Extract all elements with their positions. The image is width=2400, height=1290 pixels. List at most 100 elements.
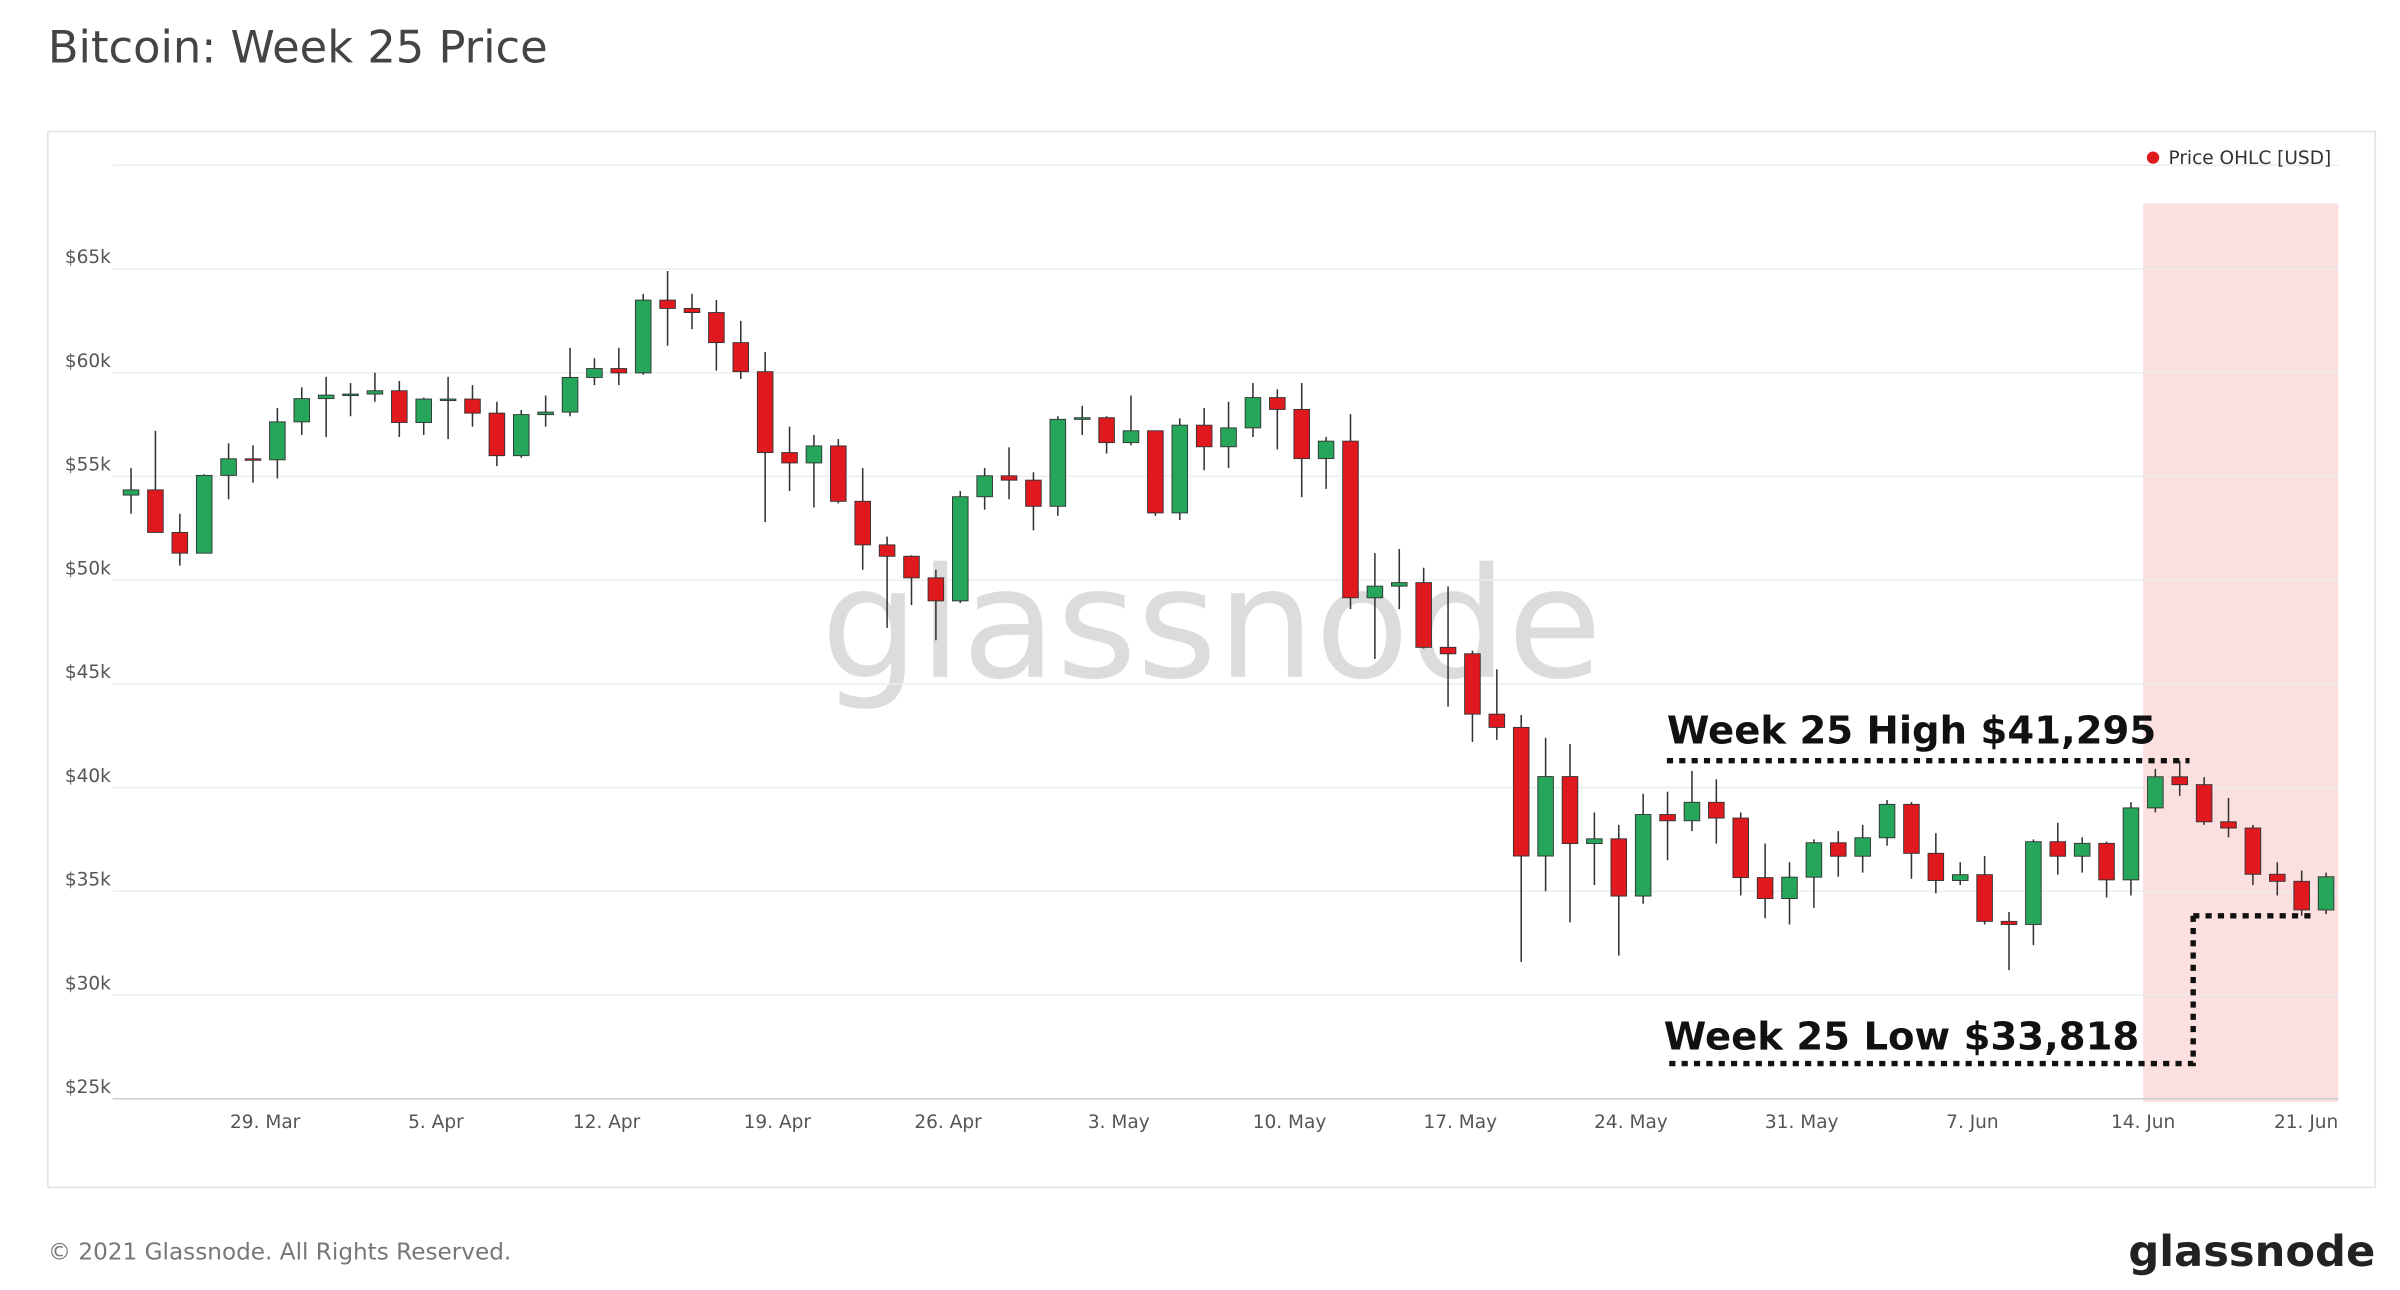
- annotation-label: Week 25 Low $33,818: [1664, 1015, 2139, 1060]
- candle-body: [878, 544, 896, 557]
- y-tick-label: $55k: [65, 455, 111, 476]
- candle-body: [1293, 408, 1310, 460]
- candle-body: [1586, 838, 1603, 845]
- candle-body: [1269, 397, 1286, 410]
- y-tick-label: $65k: [65, 247, 111, 268]
- footer: © 2021 Glassnode. All Rights Reserved.: [48, 1240, 511, 1266]
- candle-body: [708, 312, 725, 344]
- candle-body: [659, 299, 676, 309]
- candle-body: [756, 371, 774, 454]
- candle-body: [2049, 841, 2067, 857]
- candle-body: [488, 412, 506, 457]
- x-tick-label: 24. May: [1594, 1112, 1668, 1133]
- candle-body: [952, 496, 969, 602]
- x-tick-label: 3. May: [1088, 1112, 1150, 1133]
- candle-body: [195, 474, 213, 554]
- legend-marker: [2146, 151, 2160, 164]
- candle-body: [1805, 842, 1823, 878]
- x-tick-label: 12. Apr: [573, 1112, 641, 1133]
- chart-title: Bitcoin: Week 25 Price: [48, 22, 548, 74]
- candle-body: [269, 421, 286, 461]
- candle-body: [220, 458, 237, 476]
- candle-body: [1464, 653, 1481, 715]
- candle-body: [1415, 582, 1432, 648]
- candle-body: [1439, 646, 1457, 655]
- candle-body: [1391, 582, 1408, 587]
- candle-body: [1366, 585, 1384, 599]
- y-tick-label: $25k: [65, 1077, 111, 1098]
- candle-body: [830, 445, 847, 502]
- candle-body: [781, 452, 798, 464]
- logo: glassnode: [2128, 1227, 2375, 1277]
- candle-body: [366, 390, 384, 395]
- candle-body: [610, 368, 628, 374]
- plot-layer: glassnode $25k $30k $35k $40k $45k $50k $55k $60…: [65, 148, 2339, 1133]
- candle-body: [1220, 427, 1237, 448]
- candle-body: [1659, 814, 1676, 822]
- candle-body: [1732, 817, 1749, 879]
- y-tick-label: $45k: [65, 662, 111, 683]
- candle-body: [1903, 803, 1920, 854]
- x-tick-label: 14. Jun: [2111, 1112, 2175, 1133]
- x-tick-label: 29. Mar: [230, 1112, 301, 1133]
- watermark: glassnode: [821, 535, 1602, 713]
- candle-body: [1683, 801, 1701, 822]
- annotation-label: Week 25 High $41,295: [1667, 709, 2156, 754]
- candle-body: [805, 445, 823, 464]
- candle-body: [342, 393, 359, 397]
- plot-frame: [47, 130, 2377, 1189]
- candle-body: [1976, 874, 1993, 922]
- candle-body: [927, 577, 945, 602]
- candle-body: [1000, 475, 1018, 481]
- candle-body: [1878, 803, 1896, 839]
- candle-body: [317, 394, 335, 400]
- candle-body: [147, 489, 164, 533]
- candle-body: [2073, 842, 2091, 857]
- candle-body: [683, 307, 701, 314]
- candle-body: [2147, 776, 2164, 809]
- candle-body: [1854, 837, 1871, 857]
- candle-body: [2244, 827, 2262, 875]
- candle-body: [1610, 838, 1628, 897]
- candle-body: [1561, 776, 1579, 845]
- candle-body: [512, 414, 530, 457]
- candle-body: [732, 342, 750, 373]
- candle-body: [171, 531, 189, 554]
- candle-body: [537, 411, 554, 416]
- candle-body: [854, 500, 871, 546]
- candle-body: [1488, 713, 1506, 728]
- x-tick-label: 7. Jun: [1946, 1112, 1998, 1133]
- candle-body: [1171, 424, 1189, 514]
- candle-body: [1781, 876, 1798, 900]
- y-tick-label: $60k: [65, 351, 111, 372]
- y-tick-label: $35k: [65, 870, 111, 891]
- candle-body: [1756, 877, 1774, 900]
- candle-body: [244, 458, 262, 461]
- x-tick-label: 21. Jun: [2274, 1112, 2338, 1133]
- candle-body: [1244, 397, 1262, 429]
- candle-body: [903, 555, 920, 579]
- candle-body: [2293, 880, 2310, 911]
- candle-body: [1927, 852, 1945, 881]
- y-tick-label: $40k: [65, 766, 111, 787]
- candle-body: [1342, 440, 1359, 599]
- candle-body: [634, 299, 652, 374]
- candle-body: [1049, 418, 1067, 507]
- candle-body: [2195, 784, 2213, 823]
- candle-body: [1025, 479, 1042, 507]
- candle-body: [464, 398, 481, 414]
- candle-body: [586, 368, 603, 378]
- candle-body: [2171, 776, 2189, 786]
- candle-body: [1122, 430, 1140, 444]
- legend-label: Price OHLC [USD]: [2168, 148, 2331, 169]
- x-tick-label: 17. May: [1423, 1112, 1497, 1133]
- y-tick-label: $50k: [65, 558, 111, 579]
- x-tick-label: 5. Apr: [408, 1112, 464, 1133]
- candle-body: [1830, 842, 1847, 857]
- candle-body: [415, 398, 432, 423]
- candle-body: [1073, 417, 1091, 420]
- candle-body: [1512, 726, 1530, 857]
- candle-body: [2317, 876, 2335, 911]
